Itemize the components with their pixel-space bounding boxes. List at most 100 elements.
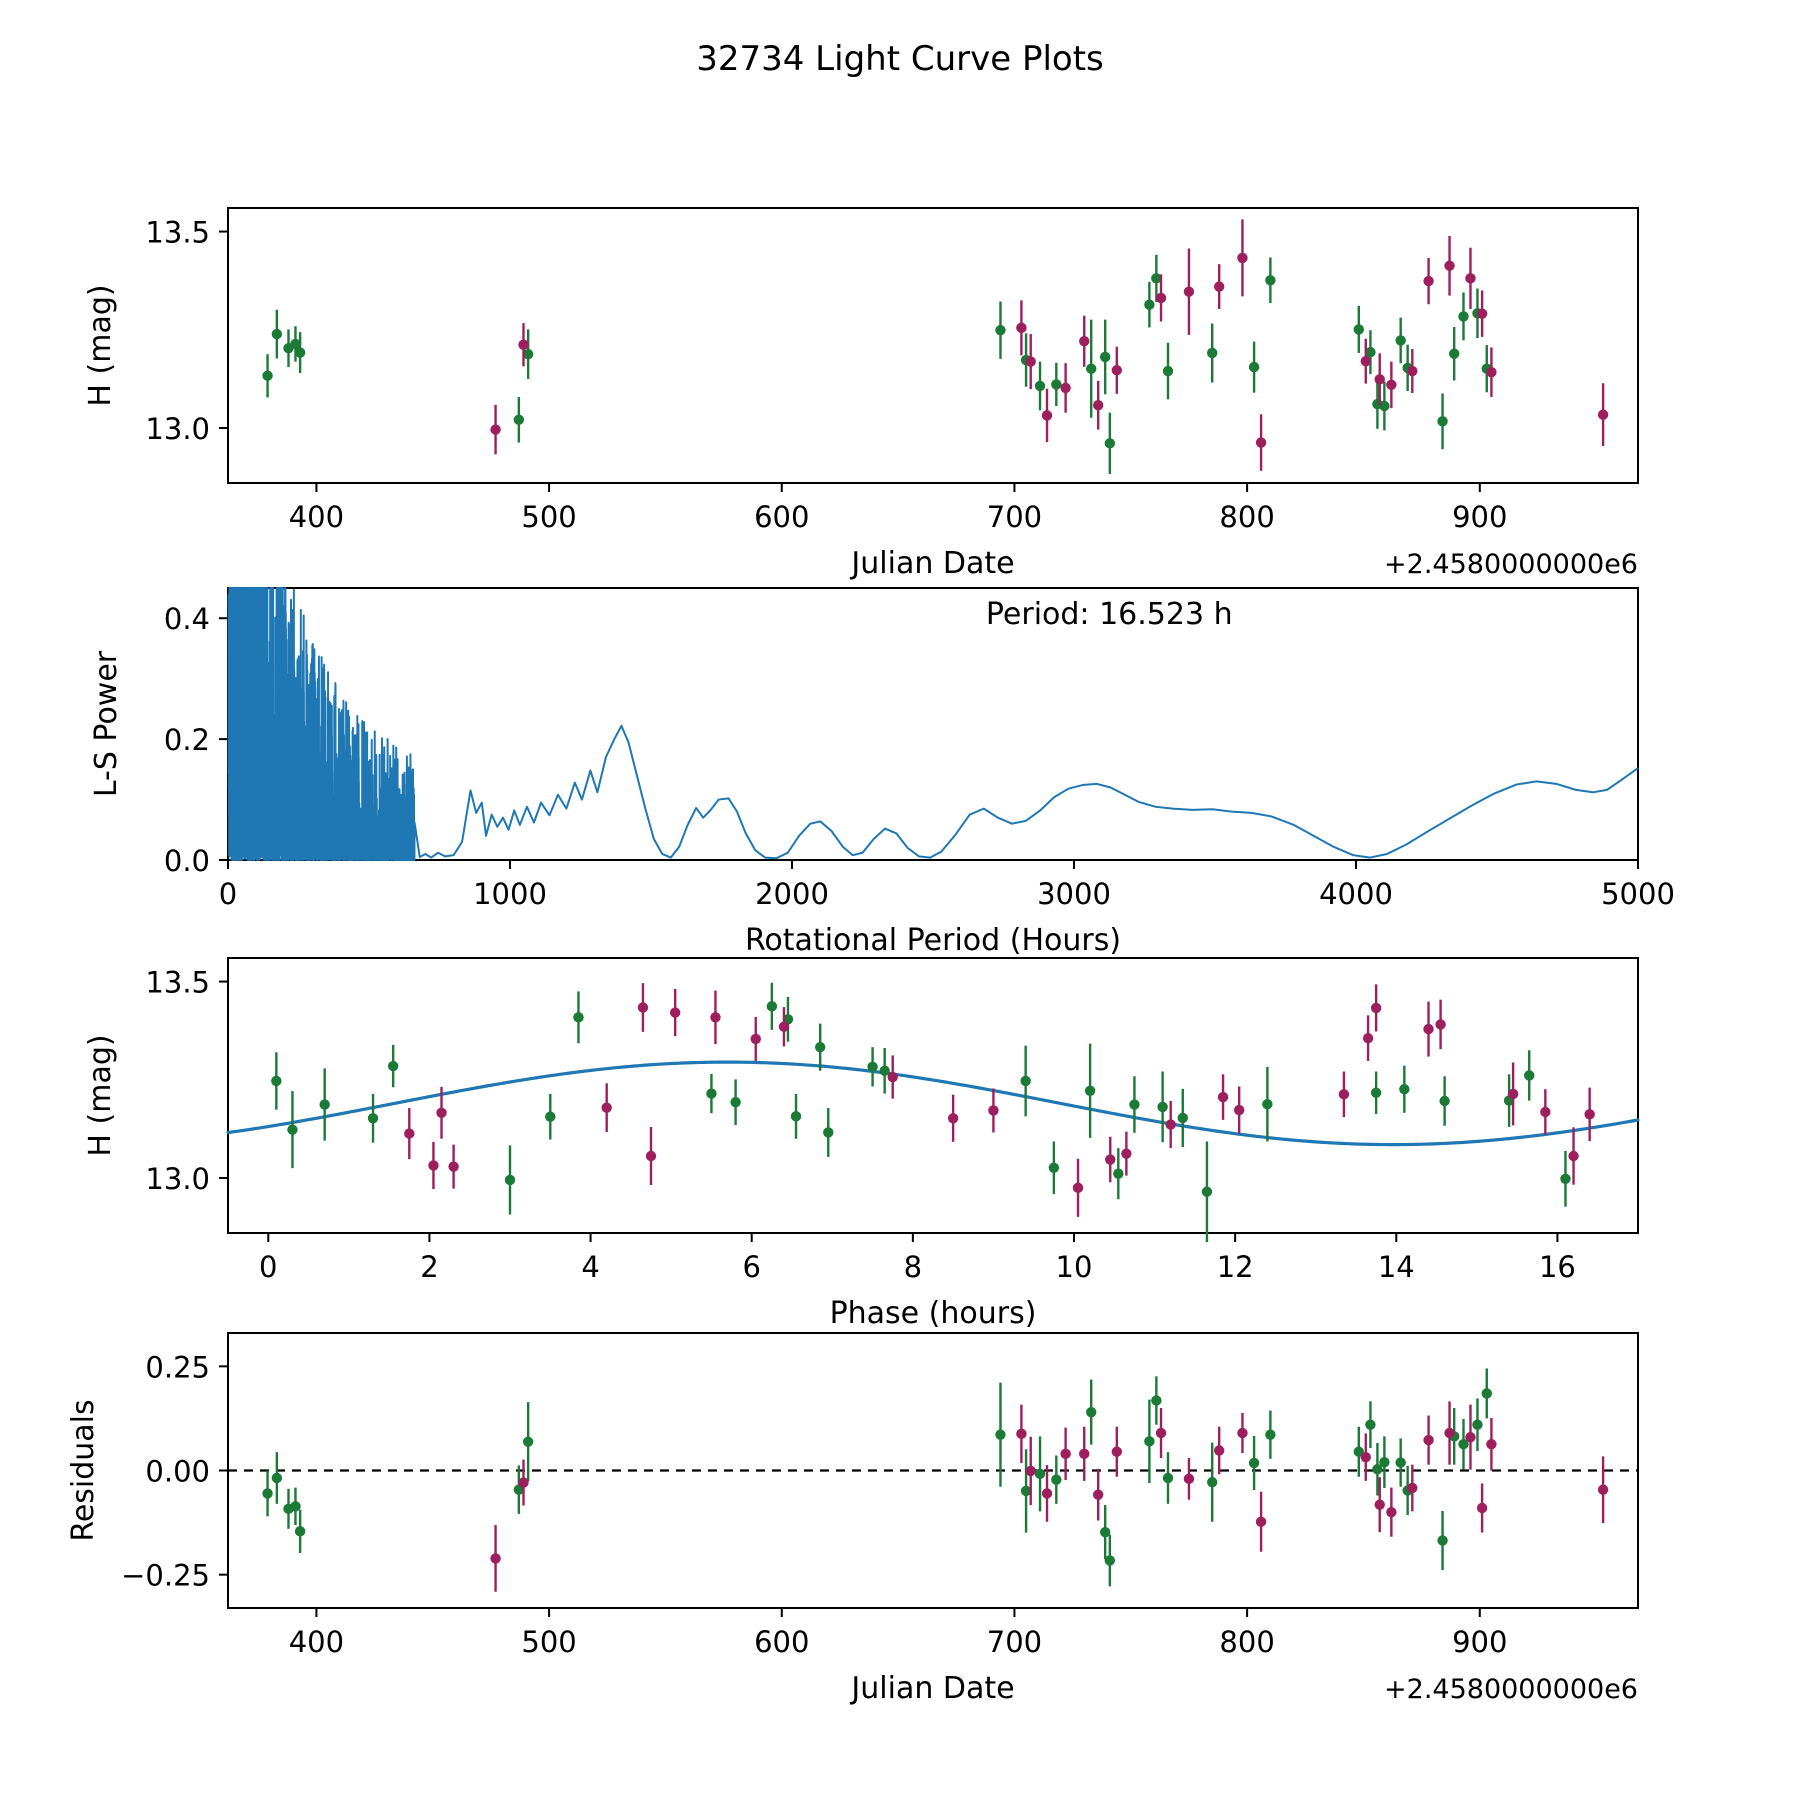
panel-2-periodogram-ylabel: L-S Power — [89, 650, 124, 797]
data-point — [1353, 324, 1364, 335]
data-point — [1213, 1445, 1225, 1456]
data-point — [1111, 365, 1123, 376]
data-point — [271, 1472, 283, 1484]
data-point — [1072, 1182, 1084, 1194]
data-point — [887, 1071, 898, 1083]
data-point — [1399, 1084, 1410, 1095]
data-point — [1248, 361, 1260, 373]
data-point — [1560, 1173, 1571, 1184]
data-point — [319, 1099, 330, 1110]
data-point — [1362, 1032, 1374, 1044]
panel-1-lightcurve: 400 500 600 700 800 900 13.5 13.0 Julian Date H (… — [83, 207, 1639, 581]
data-point — [1458, 311, 1469, 322]
data-point — [1353, 1446, 1364, 1457]
panel-1-lightcurve-xtick-label: 800 — [1219, 500, 1274, 534]
data-point — [1034, 380, 1046, 392]
panel-1-lightcurve-ytick-label: 13.5 — [145, 216, 210, 250]
panel-3-phased-series-green — [271, 982, 1571, 1243]
panel-4-residuals-ytick-label: −0.25 — [121, 1559, 210, 1593]
panel-2-periodogram-xtick-label: 5000 — [1601, 877, 1675, 911]
panel-4-residuals-xtick-label: 900 — [1452, 1625, 1507, 1659]
panel-4-residuals-ylabel: Residuals — [66, 1399, 101, 1541]
panel-4-residuals-xtick-label: 500 — [521, 1625, 576, 1659]
data-point — [1437, 416, 1448, 427]
data-point — [271, 1075, 282, 1087]
data-point — [790, 1111, 802, 1122]
data-point — [1407, 1482, 1418, 1494]
data-point — [867, 1061, 878, 1073]
data-point — [1155, 292, 1167, 304]
data-point — [1233, 1104, 1245, 1116]
data-point — [1025, 356, 1036, 367]
data-point — [1041, 1488, 1053, 1499]
panel-3-phased-ytick-label: 13.5 — [145, 966, 210, 1000]
data-point — [1183, 1473, 1195, 1485]
data-point — [1435, 1019, 1446, 1030]
data-point — [1129, 1099, 1140, 1110]
panel-1-lightcurve-x-offset-text: +2.4580000000e6 — [1384, 549, 1638, 580]
data-point — [1104, 1555, 1116, 1566]
panel-3-phased-xtick-label: 4 — [581, 1250, 599, 1284]
data-point — [404, 1128, 415, 1139]
panel-2-periodogram-xtick-label: 2000 — [755, 877, 829, 911]
data-point — [1540, 1106, 1551, 1118]
data-point — [645, 1150, 657, 1162]
panel-4-residuals-xtick-label: 600 — [754, 1625, 809, 1659]
panel-4-residuals-xlabel: Julian Date — [849, 1671, 1014, 1706]
panel-4-residuals-series-magenta — [490, 1401, 1609, 1592]
data-point — [1395, 335, 1406, 346]
panel-3-phased-ytick-label: 13.0 — [145, 1162, 210, 1196]
data-point — [518, 339, 529, 350]
data-point — [879, 1065, 890, 1076]
data-point — [1121, 1148, 1132, 1159]
data-point — [1162, 365, 1174, 377]
data-point — [367, 1113, 379, 1124]
data-point — [1079, 1448, 1090, 1460]
data-point — [1476, 1502, 1488, 1514]
panel-1-lightcurve-xtick-label: 900 — [1452, 500, 1507, 534]
data-point — [1360, 356, 1371, 367]
data-point — [1597, 1484, 1609, 1495]
data-point — [1099, 1526, 1111, 1538]
data-point — [1207, 1476, 1218, 1488]
data-point — [1051, 1474, 1062, 1485]
data-point — [490, 1553, 501, 1564]
data-point — [1360, 1451, 1371, 1463]
data-point — [778, 1021, 790, 1032]
panel-3-phased-xlabel: Phase (hours) — [830, 1296, 1037, 1331]
data-point — [522, 1436, 534, 1447]
data-point — [1207, 347, 1218, 359]
data-point — [730, 1096, 741, 1108]
data-point — [1386, 1506, 1397, 1518]
panel-3-phased-xtick-label: 0 — [259, 1250, 277, 1284]
data-point — [1370, 1002, 1382, 1014]
data-point — [294, 347, 306, 358]
panel-1-lightcurve-axes-frame — [227, 207, 1639, 484]
data-point — [1465, 273, 1476, 284]
data-point — [1448, 348, 1460, 359]
data-point — [1092, 400, 1104, 411]
panel-3-phased-xtick-label: 2 — [420, 1250, 438, 1284]
panel-1-lightcurve-series-magenta — [490, 219, 1609, 471]
data-point — [1486, 1439, 1497, 1450]
panel-2-periodogram-xlabel: Rotational Period (Hours) — [745, 923, 1121, 958]
data-point — [1213, 281, 1225, 292]
data-point — [815, 1041, 826, 1053]
data-point — [766, 1001, 778, 1012]
panel-1-lightcurve-xlabel: Julian Date — [849, 546, 1014, 581]
panel-2-periodogram-ytick-label: 0.4 — [164, 602, 210, 636]
panel-4-residuals-xtick-label: 700 — [987, 1625, 1042, 1659]
data-point — [1365, 1419, 1376, 1430]
panel-1-lightcurve-xtick-label: 700 — [987, 500, 1042, 534]
data-point — [995, 324, 1006, 336]
figure-title: 32734 Light Curve Plots — [696, 39, 1104, 79]
panel-4-residuals-xtick-label: 400 — [289, 1625, 344, 1659]
data-point — [823, 1127, 834, 1138]
data-point — [1370, 1087, 1382, 1098]
panel-1-lightcurve-xtick-label: 500 — [521, 500, 576, 534]
data-point — [1201, 1186, 1213, 1197]
panel-2-periodogram-xtick-label: 0 — [219, 877, 237, 911]
data-point — [1060, 382, 1071, 394]
